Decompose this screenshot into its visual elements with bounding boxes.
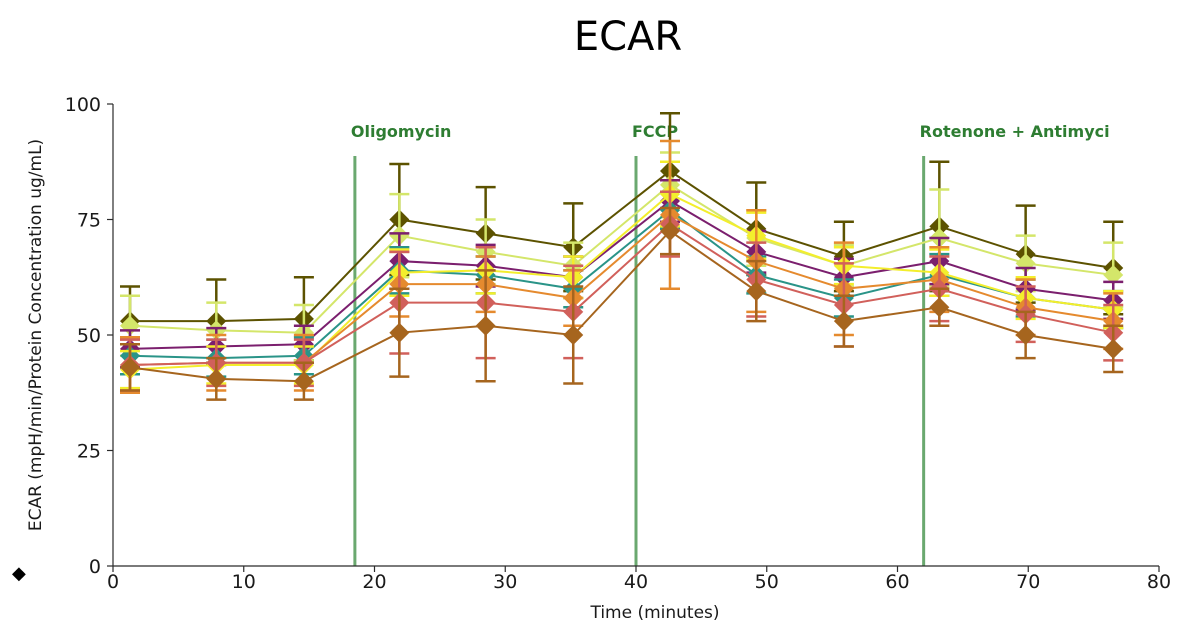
- data-point: [389, 322, 410, 343]
- x-tick-labels: 0 10 20 30 40 50 60 70 80: [107, 566, 1171, 593]
- data-point: [563, 325, 584, 345]
- series-8: [119, 206, 1124, 401]
- data-point: [746, 281, 767, 302]
- data-point: [475, 315, 496, 336]
- series-line: [129, 169, 1114, 323]
- x-tick-label: 0: [107, 571, 119, 593]
- injection-marker-label: Rotenone + Antimyci: [920, 122, 1110, 141]
- x-tick-label: 60: [885, 571, 909, 593]
- x-tick-label: 70: [1016, 571, 1040, 593]
- y-tick-label: 0: [89, 556, 101, 578]
- x-tick-label: 10: [232, 571, 256, 593]
- y-axis-label: ECAR (mpH/min/Protein Concentration ug/m…: [26, 139, 46, 531]
- data-point: [293, 371, 314, 392]
- data-point: [833, 311, 854, 332]
- y-tick-label: 75: [77, 210, 101, 232]
- y-tick-label: 50: [77, 325, 101, 347]
- y-axis-title: ECAR (mpH/min/Protein Concentration ug/m…: [26, 139, 46, 531]
- x-axis-label: Time (minutes): [589, 603, 719, 623]
- series-line: [129, 199, 1114, 350]
- series-line: [129, 192, 1114, 371]
- data-point: [659, 221, 680, 242]
- y-tick-label: 100: [65, 94, 101, 116]
- data-series: [119, 111, 1124, 401]
- series-line: [129, 183, 1114, 334]
- injection-marker-label: FCCP: [632, 122, 678, 141]
- x-tick-label: 30: [493, 571, 517, 593]
- x-tick-label: 20: [362, 571, 386, 593]
- series-line: [129, 213, 1114, 367]
- data-point: [1103, 338, 1124, 359]
- data-point: [119, 357, 140, 378]
- data-point: [206, 368, 227, 389]
- y-tick-labels: 0 25 50 75 100: [65, 94, 113, 578]
- series-line: [129, 222, 1114, 367]
- injection-markers: Oligomycin FCCP Rotenone + Antimyci: [351, 122, 1110, 566]
- series-line: [129, 208, 1114, 360]
- x-tick-label: 80: [1147, 571, 1171, 593]
- data-point: [1015, 325, 1036, 345]
- series-5: [119, 160, 1124, 390]
- y-tick-label: 25: [77, 441, 101, 463]
- legend-marker: ◆: [12, 563, 26, 583]
- data-point: [1103, 264, 1124, 285]
- x-tick-label: 50: [755, 571, 779, 593]
- injection-marker-label: Oligomycin: [351, 122, 451, 141]
- data-point: [929, 297, 950, 318]
- chart-title: ECAR: [574, 14, 682, 60]
- x-tick-label: 40: [624, 571, 648, 593]
- series-line: [129, 229, 1114, 383]
